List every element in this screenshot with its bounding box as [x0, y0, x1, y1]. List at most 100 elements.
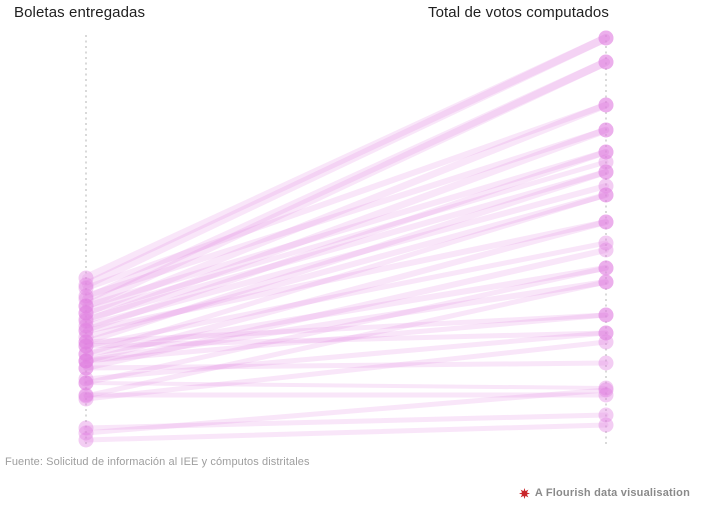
slope-line[interactable]	[82, 34, 610, 282]
slope-line[interactable]	[83, 149, 609, 333]
data-point-right[interactable]	[598, 325, 614, 341]
data-point-right[interactable]	[598, 307, 614, 323]
data-point-right[interactable]	[598, 242, 614, 258]
data-point-left[interactable]	[78, 388, 94, 404]
data-point-left[interactable]	[78, 346, 94, 362]
slope-line[interactable]	[83, 279, 609, 364]
data-point-right[interactable]	[598, 154, 614, 170]
flourish-attribution-link[interactable]: A Flourish data visualisation	[518, 487, 690, 499]
data-point-left[interactable]	[78, 360, 94, 376]
slope-line[interactable]	[83, 192, 609, 340]
data-point-left[interactable]	[78, 353, 94, 369]
slope-line[interactable]	[82, 58, 610, 310]
data-point-right[interactable]	[598, 387, 614, 403]
data-point-left[interactable]	[78, 334, 94, 350]
data-point-right[interactable]	[598, 235, 614, 251]
slope-line[interactable]	[83, 219, 609, 364]
data-point-left[interactable]	[78, 338, 94, 354]
data-point-left[interactable]	[78, 311, 94, 327]
slope-line[interactable]	[83, 159, 609, 316]
data-point-left[interactable]	[78, 387, 94, 403]
data-point-left[interactable]	[78, 277, 94, 293]
data-point-left[interactable]	[78, 323, 94, 339]
slope-line[interactable]	[84, 381, 608, 390]
slope-line[interactable]	[83, 183, 609, 329]
data-point-right[interactable]	[598, 417, 614, 433]
data-point-right[interactable]	[598, 407, 614, 423]
slope-line[interactable]	[83, 387, 609, 436]
slope-line[interactable]	[83, 149, 609, 309]
slope-line[interactable]	[83, 219, 609, 334]
data-point-right[interactable]	[598, 334, 614, 350]
slope-line[interactable]	[83, 169, 609, 322]
data-point-right[interactable]	[598, 260, 614, 276]
slope-line[interactable]	[83, 265, 609, 357]
data-point-left[interactable]	[78, 353, 94, 369]
slope-line[interactable]	[83, 312, 609, 345]
data-point-right[interactable]	[598, 380, 614, 396]
data-point-right[interactable]	[598, 214, 614, 230]
data-point-left[interactable]	[78, 338, 94, 354]
data-point-left[interactable]	[78, 375, 94, 391]
data-point-left[interactable]	[78, 329, 94, 345]
data-point-right[interactable]	[598, 122, 614, 138]
slope-line[interactable]	[82, 101, 610, 317]
slope-line[interactable]	[83, 339, 609, 402]
slope-line[interactable]	[83, 330, 609, 349]
slope-line[interactable]	[83, 192, 609, 357]
data-point-left[interactable]	[78, 391, 94, 407]
data-point-left[interactable]	[78, 288, 94, 304]
slope-line[interactable]	[83, 360, 609, 371]
data-point-right[interactable]	[598, 144, 614, 160]
data-point-right[interactable]	[598, 187, 614, 203]
data-point-left[interactable]	[78, 432, 94, 448]
data-point-left[interactable]	[78, 313, 94, 329]
data-point-left[interactable]	[78, 318, 94, 334]
data-point-right[interactable]	[598, 178, 614, 194]
slope-line[interactable]	[82, 34, 610, 289]
slope-line[interactable]	[83, 330, 609, 382]
slope-line[interactable]	[83, 265, 609, 386]
data-point-right[interactable]	[598, 30, 614, 46]
slope-line[interactable]	[82, 58, 610, 303]
slope-line[interactable]	[83, 240, 609, 349]
data-point-left[interactable]	[78, 270, 94, 286]
data-point-right[interactable]	[598, 187, 614, 203]
data-point-left[interactable]	[78, 360, 94, 376]
data-point-left[interactable]	[78, 420, 94, 436]
data-point-right[interactable]	[598, 260, 614, 276]
slope-line[interactable]	[83, 127, 609, 299]
data-point-left[interactable]	[78, 298, 94, 314]
data-point-right[interactable]	[598, 382, 614, 398]
data-point-left[interactable]	[78, 425, 94, 441]
data-point-right[interactable]	[598, 307, 614, 323]
data-point-right[interactable]	[598, 164, 614, 180]
data-point-right[interactable]	[598, 54, 614, 70]
data-point-left[interactable]	[78, 375, 94, 391]
slope-line[interactable]	[83, 102, 609, 291]
data-point-left[interactable]	[78, 305, 94, 321]
slope-line[interactable]	[83, 422, 609, 443]
slope-line[interactable]	[82, 126, 610, 325]
data-point-left[interactable]	[78, 298, 94, 314]
data-point-right[interactable]	[598, 325, 614, 341]
data-point-right[interactable]	[598, 274, 614, 290]
data-point-right[interactable]	[598, 274, 614, 290]
data-point-left[interactable]	[78, 280, 94, 296]
data-point-left[interactable]	[78, 322, 94, 338]
data-point-right[interactable]	[598, 164, 614, 180]
data-point-left[interactable]	[78, 371, 94, 387]
data-point-left[interactable]	[78, 334, 94, 350]
data-point-right[interactable]	[598, 97, 614, 113]
data-point-right[interactable]	[598, 122, 614, 138]
data-point-right[interactable]	[598, 30, 614, 46]
data-point-left[interactable]	[78, 305, 94, 321]
data-point-left[interactable]	[78, 346, 94, 362]
slope-line[interactable]	[83, 169, 609, 345]
data-point-right[interactable]	[598, 214, 614, 230]
data-point-right[interactable]	[598, 355, 614, 371]
data-point-right[interactable]	[598, 54, 614, 70]
slope-line[interactable]	[83, 412, 609, 431]
slope-line[interactable]	[83, 247, 609, 371]
